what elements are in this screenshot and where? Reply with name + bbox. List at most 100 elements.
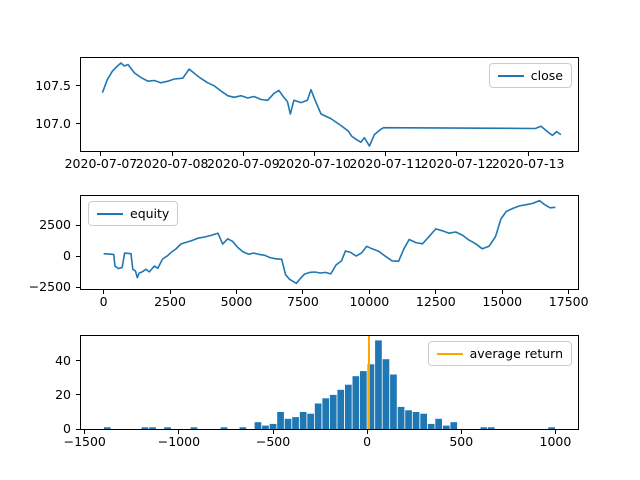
x-tick-label: 2020-07-07 <box>64 156 138 171</box>
x-tick-mark <box>100 152 102 156</box>
x-tick-mark <box>368 290 370 294</box>
x-tick-mark <box>314 152 316 156</box>
histogram-bar <box>239 427 247 429</box>
x-tick-mark <box>302 290 304 294</box>
x-tick-mark <box>103 290 105 294</box>
returns-histogram-axes: average return −1500 −1000 −500 0 500 1000 0 20… <box>55 335 579 448</box>
x-tick-label: 1000 <box>539 434 572 449</box>
y-tick-label: 40 <box>55 352 71 368</box>
histogram-bar <box>345 384 352 429</box>
x-tick-mark <box>501 290 503 294</box>
histogram-bar <box>488 427 495 429</box>
average-return-legend-line-sample <box>436 352 463 355</box>
histogram-bar <box>382 359 390 429</box>
x-tick-label: 2020-07-09 <box>207 156 280 171</box>
x-tick-label: −1000 <box>157 434 201 449</box>
close-price-plot <box>101 62 562 147</box>
equity-legend: equity <box>88 201 179 226</box>
y-tick-label: 0 <box>63 420 71 436</box>
x-tick-mark <box>554 430 556 434</box>
x-tick-mark <box>460 430 462 434</box>
x-tick-label: −500 <box>255 434 291 449</box>
y-tick-label: 0 <box>63 247 71 263</box>
histogram-bar <box>427 423 435 429</box>
histogram-bar <box>390 374 397 429</box>
close-legend: close <box>488 63 572 88</box>
x-tick-label: −1500 <box>63 434 106 449</box>
histogram-bar <box>164 427 171 429</box>
x-tick-label: 0 <box>99 294 108 309</box>
histogram-bar <box>284 418 292 429</box>
histogram-bar <box>277 412 284 429</box>
histogram-bar <box>149 427 156 429</box>
close-price-axes: close 2020-07-07 2020-07-08 2020-07-09 2020… <box>35 57 579 170</box>
x-tick-label: 500 <box>449 434 474 449</box>
histogram-bar <box>220 427 228 429</box>
x-tick-mark <box>435 290 437 294</box>
x-tick-mark <box>242 152 244 156</box>
x-tick-mark <box>385 152 387 156</box>
histogram-bar <box>352 376 360 429</box>
histogram-bar <box>314 403 322 429</box>
x-tick-mark <box>527 152 529 156</box>
histogram-bar <box>269 423 277 429</box>
histogram-bar <box>548 427 555 429</box>
histogram-bar <box>435 418 442 429</box>
equity-line <box>103 199 556 285</box>
histogram-bar <box>299 412 307 429</box>
x-tick-label: 5000 <box>220 294 253 309</box>
x-tick-mark <box>568 290 570 294</box>
x-tick-label: 2020-07-12 <box>420 156 494 171</box>
histogram-bar <box>450 422 458 429</box>
x-tick-label: 15000 <box>482 294 523 309</box>
x-tick-label: 0 <box>363 434 372 449</box>
histogram-bar <box>367 364 375 429</box>
histogram-bar <box>412 412 420 429</box>
x-tick-label: 2500 <box>154 294 186 309</box>
x-tick-label: 7500 <box>287 294 319 309</box>
x-tick-mark <box>235 290 237 294</box>
x-tick-label: 2020-07-08 <box>135 156 209 171</box>
histogram-bar <box>190 427 198 429</box>
close-legend-label: close <box>530 68 563 83</box>
y-tick-label: 20 <box>55 386 71 402</box>
x-tick-label: 2020-07-10 <box>278 156 351 171</box>
histogram-bar <box>141 427 149 429</box>
y-tick-mark <box>76 286 80 288</box>
x-tick-mark <box>178 430 180 434</box>
x-tick-label: 2020-07-11 <box>349 156 423 171</box>
histogram-bar <box>420 413 427 429</box>
y-tick-label: 2500 <box>39 216 71 232</box>
x-tick-mark <box>169 290 171 294</box>
histogram-bar <box>292 417 299 429</box>
y-tick-label: 107.5 <box>35 77 71 93</box>
y-tick-mark <box>76 224 80 226</box>
histogram-bar <box>329 394 337 429</box>
histogram-bar <box>397 406 405 429</box>
histogram-bar <box>307 413 314 429</box>
x-tick-mark <box>171 152 173 156</box>
equity-axes: equity 0 2500 5000 7500 10000 12500 15000 17500… <box>29 195 589 308</box>
histogram-bar <box>375 340 382 429</box>
histogram-bar <box>322 398 330 429</box>
x-tick-label: 10000 <box>349 294 390 309</box>
x-tick-mark <box>456 152 458 156</box>
close-legend-line-sample <box>497 74 524 77</box>
y-tick-mark <box>76 255 80 257</box>
histogram-bar <box>442 425 450 429</box>
x-tick-mark <box>366 430 368 434</box>
x-tick-label: 12500 <box>415 294 456 309</box>
average-return-legend-label: average return <box>469 346 563 361</box>
x-tick-label: 17500 <box>548 294 589 309</box>
y-tick-mark <box>76 85 80 87</box>
returns-histogram-plot <box>104 336 555 429</box>
histogram-bar <box>254 422 262 429</box>
equity-legend-line-sample <box>97 212 123 215</box>
histogram-bar <box>104 427 111 429</box>
x-tick-mark <box>272 430 274 434</box>
histogram-bar <box>337 389 345 429</box>
histogram-bar <box>480 427 488 429</box>
close-line <box>101 62 562 147</box>
x-tick-label: 2020-07-13 <box>491 156 565 171</box>
